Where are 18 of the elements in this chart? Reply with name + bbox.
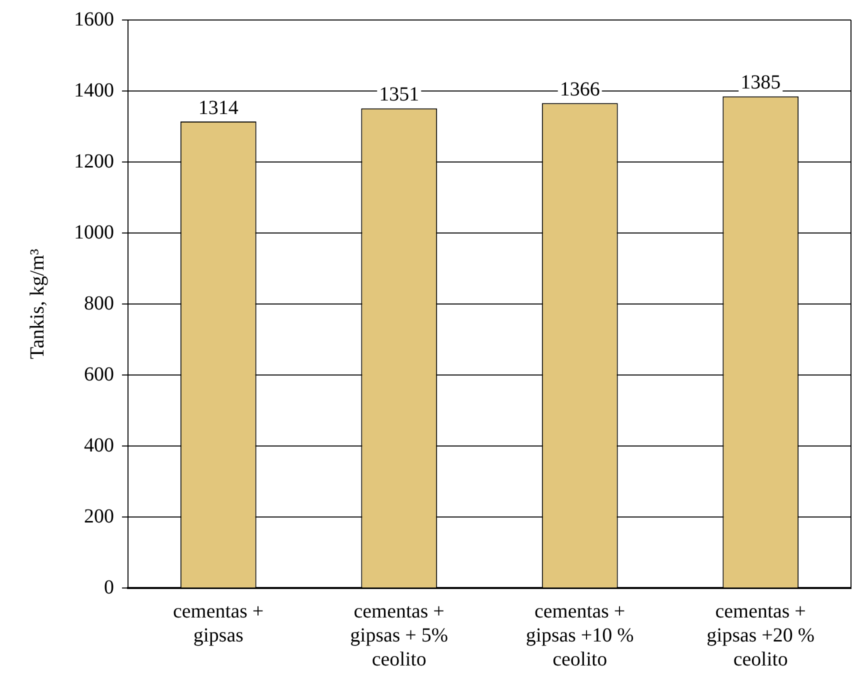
x-tick-label: cementas + gipsas + 5% ceolito [350,600,448,670]
y-tick-label: 0 [104,576,114,598]
y-tick-label: 800 [84,292,114,314]
data-label: 1385 [740,72,781,94]
x-tick-label: cementas + gipsas +20 % ceolito [706,600,815,670]
y-tick-label: 400 [84,434,114,456]
y-tick-label: 1000 [74,221,114,244]
y-tick-label: 1200 [74,150,114,172]
data-label: 1351 [379,84,420,106]
x-tick-label: cementas + gipsas [173,600,264,646]
y-axis-title: Tankis, kg/m³ [26,248,48,360]
data-label: 1366 [560,78,600,100]
y-tick-label: 1400 [74,79,114,102]
data-label: 1314 [198,96,238,119]
y-tick-label: 200 [84,505,114,528]
y-tick-label: 600 [84,363,114,386]
y-tick-label: 1600 [74,8,114,30]
x-tick-label: cementas + gipsas +10 % ceolito [526,600,634,670]
